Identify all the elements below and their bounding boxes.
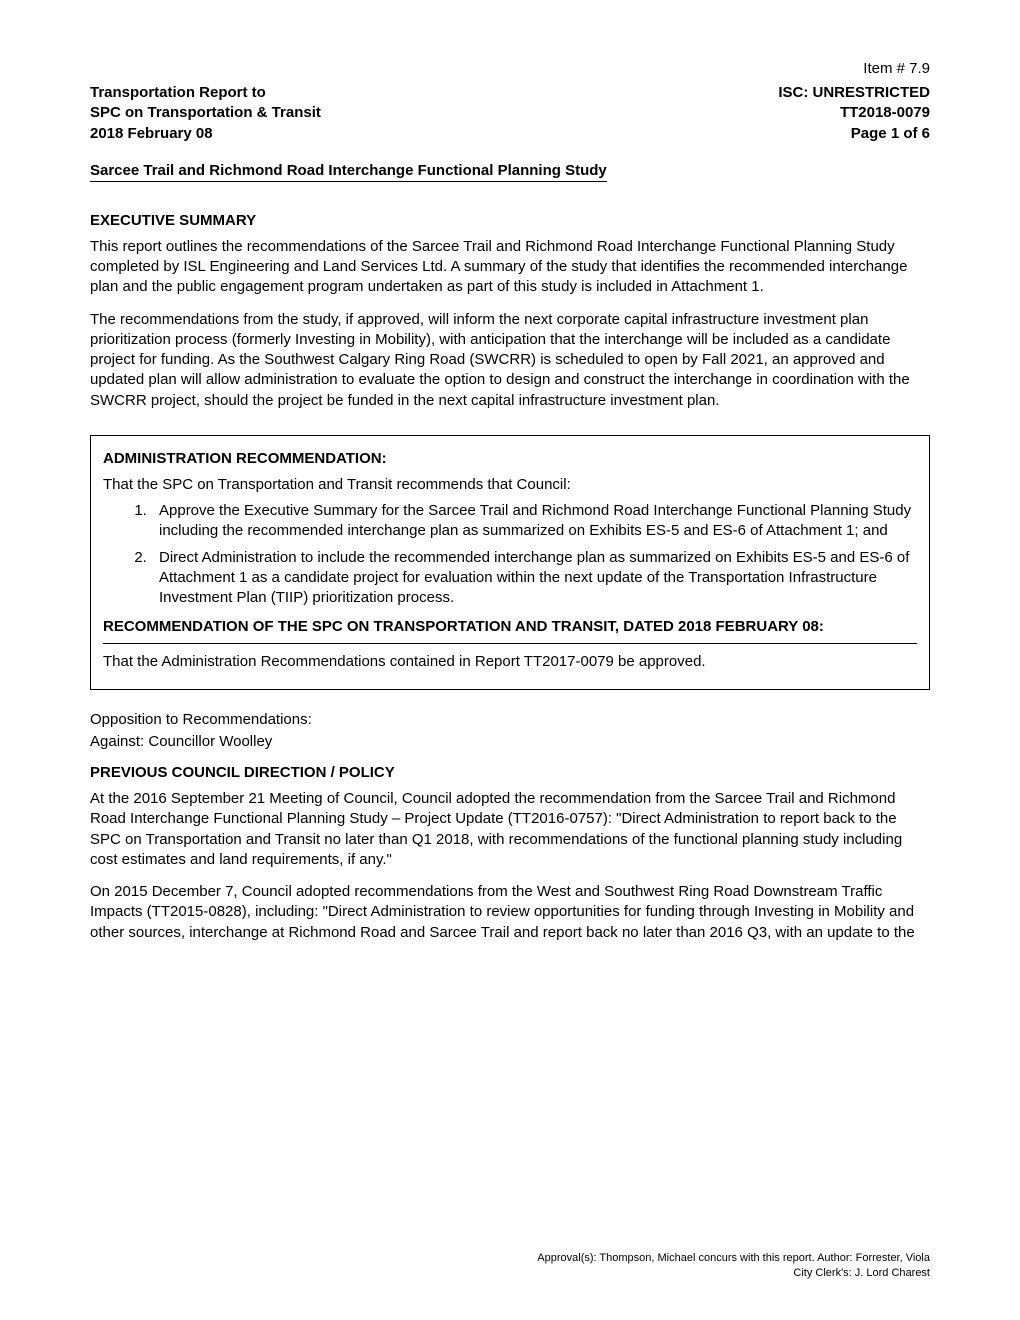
header-left-1: Transportation Report to — [90, 83, 266, 103]
header-left-2: SPC on Transportation & Transit — [90, 103, 321, 123]
spc-recommendation-heading: RECOMMENDATION OF THE SPC ON TRANSPORTAT… — [103, 618, 917, 635]
header-row-2: SPC on Transportation & Transit TT2018-0… — [90, 103, 930, 123]
executive-summary-heading: EXECUTIVE SUMMARY — [90, 212, 930, 229]
header-right-3: Page 1 of 6 — [851, 124, 930, 144]
opposition-line-1: Opposition to Recommendations: — [90, 710, 930, 730]
footer-line-2: City Clerk's: J. Lord Charest — [537, 1266, 930, 1280]
recommendation-list: Approve the Executive Summary for the Sa… — [103, 501, 917, 608]
header-right-2: TT2018-0079 — [840, 103, 930, 123]
previous-direction-para-2: On 2015 December 7, Council adopted reco… — [90, 882, 930, 943]
footer: Approval(s): Thompson, Michael concurs w… — [537, 1251, 930, 1280]
header-row-3: 2018 February 08 Page 1 of 6 — [90, 124, 930, 144]
header-left-3: 2018 February 08 — [90, 124, 213, 144]
opposition-line-2: Against: Councillor Woolley — [90, 732, 930, 752]
footer-line-1: Approval(s): Thompson, Michael concurs w… — [537, 1251, 930, 1265]
item-number: Item # 7.9 — [90, 60, 930, 77]
document-title: Sarcee Trail and Richmond Road Interchan… — [90, 162, 607, 182]
previous-direction-heading: PREVIOUS COUNCIL DIRECTION / POLICY — [90, 764, 930, 781]
recommendation-item-2: Direct Administration to include the rec… — [151, 548, 917, 609]
header-row-1: Transportation Report to ISC: UNRESTRICT… — [90, 83, 930, 103]
executive-summary-para-2: The recommendations from the study, if a… — [90, 310, 930, 411]
spc-recommendation-text: That the Administration Recommendations … — [103, 652, 917, 672]
previous-direction-para-1: At the 2016 September 21 Meeting of Coun… — [90, 789, 930, 870]
admin-recommendation-intro: That the SPC on Transportation and Trans… — [103, 475, 917, 495]
header-right-1: ISC: UNRESTRICTED — [778, 83, 930, 103]
admin-recommendation-heading: ADMINISTRATION RECOMMENDATION: — [103, 450, 917, 467]
executive-summary-para-1: This report outlines the recommendations… — [90, 237, 930, 298]
recommendation-item-1: Approve the Executive Summary for the Sa… — [151, 501, 917, 542]
recommendation-box: ADMINISTRATION RECOMMENDATION: That the … — [90, 435, 930, 690]
document-page: Item # 7.9 Transportation Report to ISC:… — [0, 0, 1020, 1320]
divider — [103, 643, 917, 644]
